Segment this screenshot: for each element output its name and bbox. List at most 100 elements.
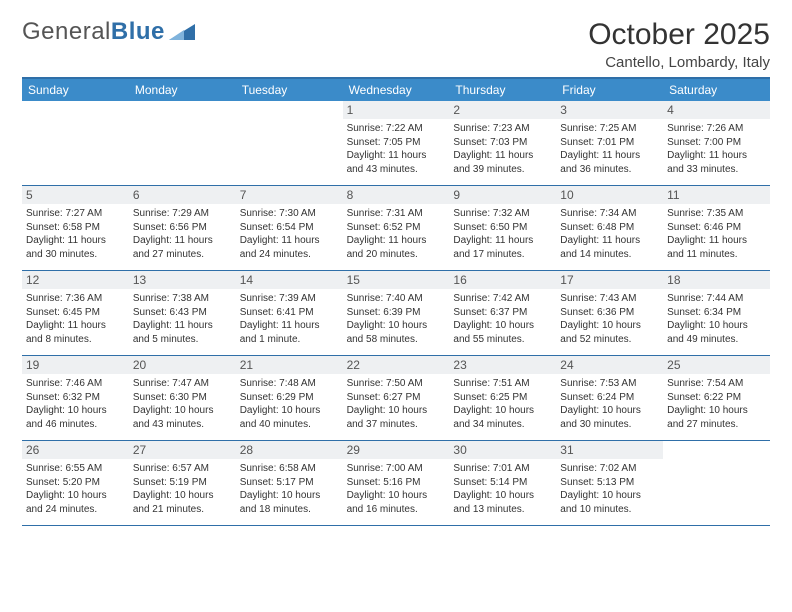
day-cell: 15 Sunrise: 7:40 AMSunset: 6:39 PMDayligh… xyxy=(343,271,450,355)
day-number: 2 xyxy=(449,101,556,119)
day-number: 28 xyxy=(236,441,343,459)
day-number: 12 xyxy=(22,271,129,289)
day-number: 31 xyxy=(556,441,663,459)
week-row: 1 Sunrise: 7:22 AMSunset: 7:05 PMDaylight… xyxy=(22,101,770,186)
day-cell: 8 Sunrise: 7:31 AMSunset: 6:52 PMDaylight… xyxy=(343,186,450,270)
day-number: 8 xyxy=(343,186,450,204)
day-number: 27 xyxy=(129,441,236,459)
day-number: 20 xyxy=(129,356,236,374)
day-cell: 2 Sunrise: 7:23 AMSunset: 7:03 PMDaylight… xyxy=(449,101,556,185)
logo-part2: Blue xyxy=(111,18,165,45)
day-header-cell: Sunday xyxy=(22,79,129,101)
day-info: Sunrise: 7:47 AMSunset: 6:30 PMDaylight:… xyxy=(133,377,232,431)
day-cell xyxy=(22,101,129,185)
day-cell: 27 Sunrise: 6:57 AMSunset: 5:19 PMDayligh… xyxy=(129,441,236,525)
day-number: 10 xyxy=(556,186,663,204)
title-block: October 2025 Cantello, Lombardy, Italy xyxy=(588,18,770,71)
day-header-cell: Tuesday xyxy=(236,79,343,101)
day-cell: 17 Sunrise: 7:43 AMSunset: 6:36 PMDayligh… xyxy=(556,271,663,355)
day-cell: 23 Sunrise: 7:51 AMSunset: 6:25 PMDayligh… xyxy=(449,356,556,440)
day-header-cell: Thursday xyxy=(449,79,556,101)
logo-part1: General xyxy=(22,18,111,45)
day-cell: 28 Sunrise: 6:58 AMSunset: 5:17 PMDayligh… xyxy=(236,441,343,525)
day-info: Sunrise: 7:01 AMSunset: 5:14 PMDaylight:… xyxy=(453,462,552,516)
day-cell: 4 Sunrise: 7:26 AMSunset: 7:00 PMDaylight… xyxy=(663,101,770,185)
day-info: Sunrise: 7:46 AMSunset: 6:32 PMDaylight:… xyxy=(26,377,125,431)
day-info: Sunrise: 7:00 AMSunset: 5:16 PMDaylight:… xyxy=(347,462,446,516)
day-info: Sunrise: 7:48 AMSunset: 6:29 PMDaylight:… xyxy=(240,377,339,431)
day-cell: 3 Sunrise: 7:25 AMSunset: 7:01 PMDaylight… xyxy=(556,101,663,185)
day-header-cell: Saturday xyxy=(663,79,770,101)
day-number: 5 xyxy=(22,186,129,204)
day-cell: 19 Sunrise: 7:46 AMSunset: 6:32 PMDayligh… xyxy=(22,356,129,440)
logo-text: GeneralBlue xyxy=(22,18,165,46)
day-cell xyxy=(129,101,236,185)
day-info: Sunrise: 7:43 AMSunset: 6:36 PMDaylight:… xyxy=(560,292,659,346)
day-cell: 10 Sunrise: 7:34 AMSunset: 6:48 PMDayligh… xyxy=(556,186,663,270)
day-cell: 6 Sunrise: 7:29 AMSunset: 6:56 PMDaylight… xyxy=(129,186,236,270)
day-info: Sunrise: 7:42 AMSunset: 6:37 PMDaylight:… xyxy=(453,292,552,346)
day-cell: 29Sunrise: 7:00 AMSunset: 5:16 PMDayligh… xyxy=(343,441,450,525)
day-info: Sunrise: 7:32 AMSunset: 6:50 PMDaylight:… xyxy=(453,207,552,261)
day-number: 17 xyxy=(556,271,663,289)
week-row: 12 Sunrise: 7:36 AMSunset: 6:45 PMDayligh… xyxy=(22,271,770,356)
day-info: Sunrise: 7:39 AMSunset: 6:41 PMDaylight:… xyxy=(240,292,339,346)
day-number: 14 xyxy=(236,271,343,289)
day-info: Sunrise: 7:23 AMSunset: 7:03 PMDaylight:… xyxy=(453,122,552,176)
day-cell: 11 Sunrise: 7:35 AMSunset: 6:46 PMDayligh… xyxy=(663,186,770,270)
day-header-cell: Friday xyxy=(556,79,663,101)
location-text: Cantello, Lombardy, Italy xyxy=(588,54,770,71)
calendar-body: 1 Sunrise: 7:22 AMSunset: 7:05 PMDaylight… xyxy=(22,101,770,526)
day-header-row: SundayMondayTuesdayWednesdayThursdayFrid… xyxy=(22,79,770,101)
day-number: 9 xyxy=(449,186,556,204)
day-number: 22 xyxy=(343,356,450,374)
day-info: Sunrise: 7:22 AMSunset: 7:05 PMDaylight:… xyxy=(347,122,446,176)
day-number: 4 xyxy=(663,101,770,119)
day-info: Sunrise: 7:38 AMSunset: 6:43 PMDaylight:… xyxy=(133,292,232,346)
day-info: Sunrise: 7:50 AMSunset: 6:27 PMDaylight:… xyxy=(347,377,446,431)
day-number: 24 xyxy=(556,356,663,374)
day-cell: 22 Sunrise: 7:50 AMSunset: 6:27 PMDayligh… xyxy=(343,356,450,440)
day-info: Sunrise: 7:51 AMSunset: 6:25 PMDaylight:… xyxy=(453,377,552,431)
day-cell: 26Sunrise: 6:55 AMSunset: 5:20 PMDayligh… xyxy=(22,441,129,525)
header: GeneralBlue October 2025 Cantello, Lomba… xyxy=(22,18,770,71)
day-info: Sunrise: 7:29 AMSunset: 6:56 PMDaylight:… xyxy=(133,207,232,261)
day-number: 6 xyxy=(129,186,236,204)
day-cell: 20 Sunrise: 7:47 AMSunset: 6:30 PMDayligh… xyxy=(129,356,236,440)
day-info: Sunrise: 7:26 AMSunset: 7:00 PMDaylight:… xyxy=(667,122,766,176)
day-info: Sunrise: 7:36 AMSunset: 6:45 PMDaylight:… xyxy=(26,292,125,346)
day-cell: 14 Sunrise: 7:39 AMSunset: 6:41 PMDayligh… xyxy=(236,271,343,355)
day-info: Sunrise: 7:40 AMSunset: 6:39 PMDaylight:… xyxy=(347,292,446,346)
day-number: 26 xyxy=(22,441,129,459)
day-number: 19 xyxy=(22,356,129,374)
logo-triangle-icon xyxy=(169,22,195,42)
day-info: Sunrise: 6:58 AMSunset: 5:17 PMDaylight:… xyxy=(240,462,339,516)
day-cell: 25Sunrise: 7:54 AMSunset: 6:22 PMDayligh… xyxy=(663,356,770,440)
day-number: 15 xyxy=(343,271,450,289)
day-cell: 13Sunrise: 7:38 AMSunset: 6:43 PMDayligh… xyxy=(129,271,236,355)
day-cell: 18Sunrise: 7:44 AMSunset: 6:34 PMDayligh… xyxy=(663,271,770,355)
week-row: 5 Sunrise: 7:27 AMSunset: 6:58 PMDaylight… xyxy=(22,186,770,271)
day-cell: 31Sunrise: 7:02 AMSunset: 5:13 PMDayligh… xyxy=(556,441,663,525)
day-info: Sunrise: 7:31 AMSunset: 6:52 PMDaylight:… xyxy=(347,207,446,261)
day-info: Sunrise: 7:53 AMSunset: 6:24 PMDaylight:… xyxy=(560,377,659,431)
day-info: Sunrise: 6:57 AMSunset: 5:19 PMDaylight:… xyxy=(133,462,232,516)
day-header-cell: Wednesday xyxy=(343,79,450,101)
day-info: Sunrise: 7:34 AMSunset: 6:48 PMDaylight:… xyxy=(560,207,659,261)
day-cell: 24 Sunrise: 7:53 AMSunset: 6:24 PMDayligh… xyxy=(556,356,663,440)
day-number: 21 xyxy=(236,356,343,374)
day-cell: 5 Sunrise: 7:27 AMSunset: 6:58 PMDaylight… xyxy=(22,186,129,270)
day-cell xyxy=(236,101,343,185)
day-info: Sunrise: 7:30 AMSunset: 6:54 PMDaylight:… xyxy=(240,207,339,261)
day-number: 23 xyxy=(449,356,556,374)
day-info: Sunrise: 7:25 AMSunset: 7:01 PMDaylight:… xyxy=(560,122,659,176)
day-cell: 1 Sunrise: 7:22 AMSunset: 7:05 PMDaylight… xyxy=(343,101,450,185)
day-number: 18 xyxy=(663,271,770,289)
day-number: 1 xyxy=(343,101,450,119)
day-info: Sunrise: 7:35 AMSunset: 6:46 PMDaylight:… xyxy=(667,207,766,261)
day-info: Sunrise: 7:27 AMSunset: 6:58 PMDaylight:… xyxy=(26,207,125,261)
day-number: 11 xyxy=(663,186,770,204)
day-header-cell: Monday xyxy=(129,79,236,101)
day-cell: 16Sunrise: 7:42 AMSunset: 6:37 PMDayligh… xyxy=(449,271,556,355)
day-number: 3 xyxy=(556,101,663,119)
